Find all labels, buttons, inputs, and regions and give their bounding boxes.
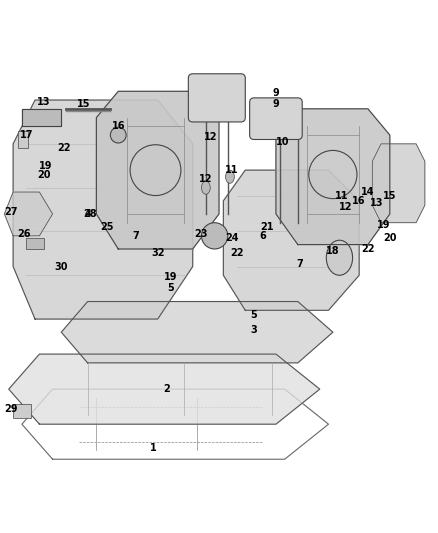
Text: 19: 19 [164,272,177,282]
Text: 12: 12 [199,174,212,184]
Text: 9: 9 [272,100,279,109]
Polygon shape [22,109,61,126]
Text: 15: 15 [77,100,90,109]
Ellipse shape [201,181,210,194]
Text: 12: 12 [339,203,353,212]
Polygon shape [223,170,359,310]
Text: 23: 23 [195,229,208,239]
Text: 14: 14 [361,187,374,197]
Text: 5: 5 [167,284,174,293]
Polygon shape [9,354,320,424]
Text: 21: 21 [261,222,274,232]
Text: 32: 32 [152,248,165,259]
FancyBboxPatch shape [188,74,245,122]
Text: 12: 12 [204,132,217,142]
Text: 25: 25 [101,222,114,232]
Text: 10: 10 [276,136,289,147]
Polygon shape [13,100,193,319]
Text: 29: 29 [4,404,18,414]
Text: 15: 15 [383,191,396,201]
Text: 7: 7 [297,260,304,269]
Text: 11: 11 [335,191,348,201]
Text: 4: 4 [84,209,91,219]
Ellipse shape [326,240,353,275]
Text: 20: 20 [383,233,396,243]
Text: 26: 26 [18,229,31,239]
Text: 17: 17 [20,130,33,140]
Bar [13,405,31,418]
Bar [26,238,44,249]
Text: 27: 27 [4,207,18,217]
Text: 24: 24 [226,233,239,243]
Polygon shape [4,192,53,236]
Circle shape [110,127,126,143]
Text: 1: 1 [150,443,157,453]
Text: 16: 16 [112,122,125,131]
Text: 19: 19 [39,161,53,171]
Text: 13: 13 [370,198,383,208]
Text: 22: 22 [230,248,243,259]
Text: 13: 13 [37,97,50,107]
FancyBboxPatch shape [250,98,302,140]
Text: 28: 28 [83,209,97,219]
Text: 9: 9 [272,88,279,99]
Polygon shape [276,109,390,245]
Text: 6: 6 [259,231,266,241]
Text: 3: 3 [251,325,258,335]
Text: 18: 18 [326,246,340,256]
Polygon shape [61,302,333,363]
Circle shape [201,223,228,249]
Text: 5: 5 [251,310,258,320]
Text: 19: 19 [377,220,390,230]
Ellipse shape [226,170,234,183]
Text: 16: 16 [353,196,366,206]
Text: 2: 2 [163,384,170,394]
Text: 11: 11 [226,165,239,175]
Polygon shape [372,144,425,223]
Bar [18,131,28,148]
Text: 22: 22 [361,244,374,254]
Text: 30: 30 [55,262,68,271]
Text: 20: 20 [37,169,50,180]
Text: 7: 7 [132,231,139,241]
Text: 22: 22 [57,143,70,154]
Polygon shape [96,91,219,249]
